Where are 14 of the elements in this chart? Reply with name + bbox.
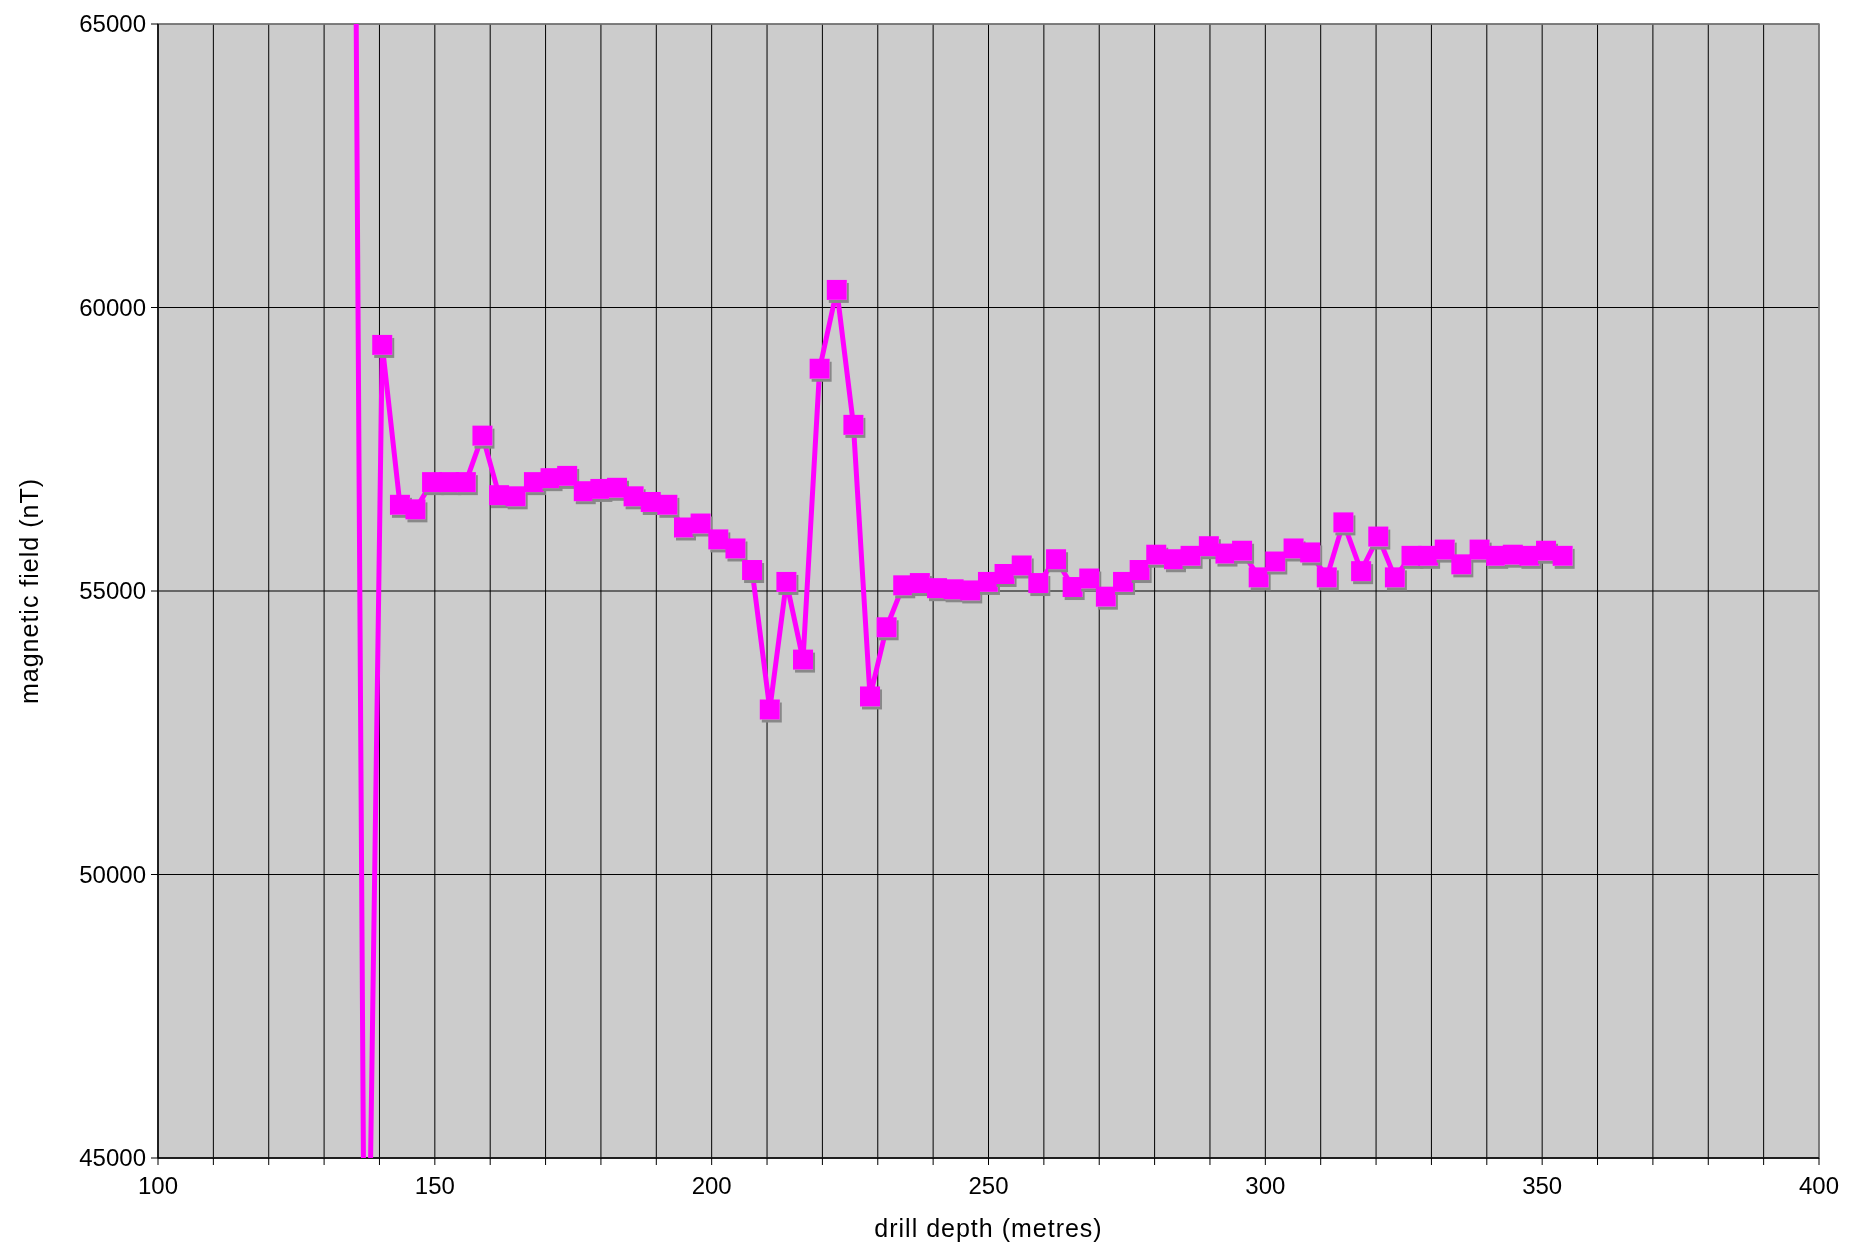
y-tick-label: 45000 — [79, 1144, 146, 1172]
x-tick-label: 400 — [1798, 1172, 1840, 1199]
y-tick-label: 60000 — [79, 293, 146, 321]
y-tick-label: 50000 — [79, 860, 146, 888]
x-tick-label: 350 — [1522, 1172, 1563, 1199]
x-tick-label: 200 — [691, 1172, 732, 1199]
x-tick-label: 100 — [137, 1172, 179, 1199]
x-tick-label: 300 — [1245, 1172, 1286, 1199]
y-axis-title: magnetic field (nT) — [15, 477, 43, 705]
x-tick-label: 150 — [414, 1172, 455, 1199]
y-tick-label: 55000 — [79, 577, 146, 605]
x-tick-label: 250 — [968, 1172, 1009, 1199]
x-axis-title: drill depth (metres) — [874, 1214, 1103, 1242]
y-tick-label: 65000 — [79, 10, 146, 38]
